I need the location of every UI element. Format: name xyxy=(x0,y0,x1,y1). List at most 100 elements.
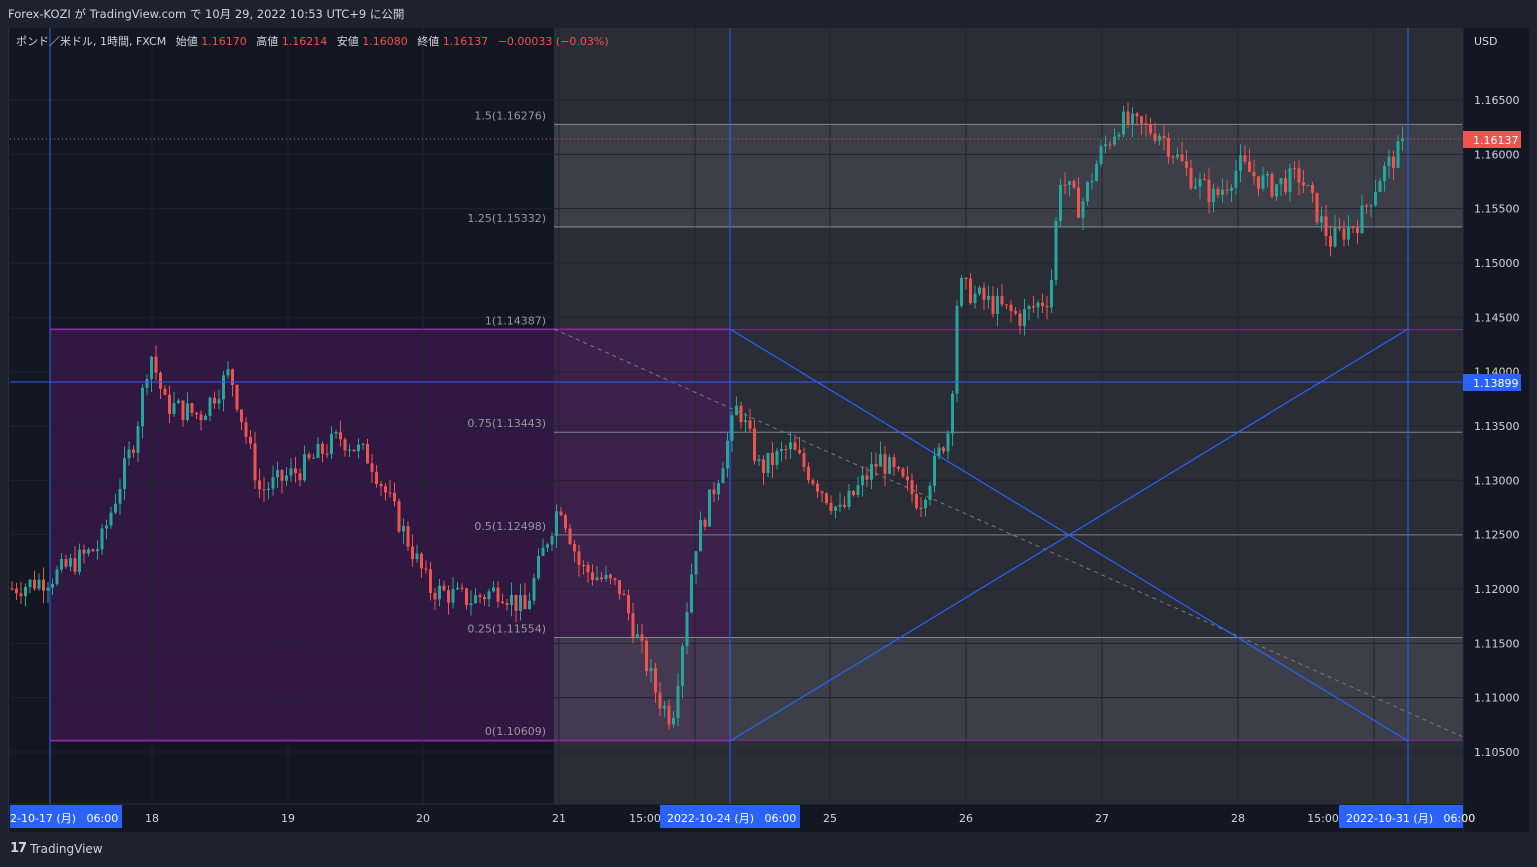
candle-body xyxy=(1072,181,1076,188)
legend-change: −0.00033 (−0.03%) xyxy=(498,35,609,48)
candle-body xyxy=(415,553,419,560)
candle-body xyxy=(924,500,927,509)
candle-body xyxy=(879,454,882,467)
candle-body xyxy=(811,480,815,484)
candle-body xyxy=(681,646,684,686)
candle-body xyxy=(1234,170,1238,188)
fib-level-label: 1(1.14387) xyxy=(485,315,546,328)
candle-body xyxy=(424,568,428,570)
legend-high-label: 高値 xyxy=(256,34,278,48)
candle-body xyxy=(897,466,900,469)
candle-body xyxy=(1081,201,1085,218)
candle-body xyxy=(168,394,171,414)
candle-body xyxy=(312,457,315,459)
candle-body xyxy=(366,443,369,464)
candle-body xyxy=(87,549,90,554)
candle-body xyxy=(64,559,68,567)
candle-body xyxy=(487,591,491,600)
candle-body xyxy=(559,511,563,516)
candle-body xyxy=(856,485,860,496)
legend-close-value: 1.16137 xyxy=(443,35,489,48)
candle-body xyxy=(1018,313,1022,326)
candle-body xyxy=(514,594,518,611)
candle-body xyxy=(1333,227,1337,247)
candle-body xyxy=(1122,111,1125,135)
candle-body xyxy=(361,443,365,445)
brand-label: TradingView xyxy=(30,841,103,856)
time-tick: 20 xyxy=(416,812,430,825)
candle-body xyxy=(1063,184,1067,186)
candle-body xyxy=(712,489,716,495)
candle-body xyxy=(78,549,81,572)
candle-body xyxy=(1144,123,1148,125)
candle-body xyxy=(1342,228,1346,240)
candle-body xyxy=(528,600,531,610)
candle-body xyxy=(928,485,932,501)
candle-body xyxy=(406,526,410,547)
tradingview-logo[interactable]: 17 TradingView xyxy=(10,841,103,856)
currency-label: USD xyxy=(1474,35,1498,48)
candle-body xyxy=(829,503,833,511)
candle-body xyxy=(906,476,909,481)
dashed-trend-line[interactable] xyxy=(553,328,1464,738)
candle-body xyxy=(352,449,356,452)
candle-body xyxy=(744,420,747,423)
ascending-line[interactable] xyxy=(729,328,1409,742)
candle-body xyxy=(321,443,324,454)
candle-body xyxy=(1090,181,1094,183)
candle-body xyxy=(1158,136,1161,141)
candle-body xyxy=(37,579,41,589)
time-badge-left: 2-10-17 (月) 06:00 xyxy=(10,812,118,825)
candle-body xyxy=(1027,306,1031,310)
candle-body xyxy=(1099,146,1103,165)
candle-body xyxy=(550,535,554,545)
candle-body xyxy=(1032,306,1035,308)
candle-body xyxy=(780,449,783,451)
candle-body xyxy=(874,464,878,467)
price-axis[interactable] xyxy=(1463,28,1529,832)
candle-body xyxy=(411,546,414,560)
candle-body xyxy=(883,454,887,474)
candle-body xyxy=(969,278,972,304)
candle-body xyxy=(766,452,770,473)
time-tick: 27 xyxy=(1095,812,1109,825)
candle-body xyxy=(964,278,968,280)
candle-body xyxy=(123,458,126,489)
candle-body xyxy=(1149,124,1152,134)
last-price-badge-bg xyxy=(1463,131,1521,148)
candle-body xyxy=(1207,179,1211,203)
candle-body xyxy=(631,613,635,638)
candle-body xyxy=(343,439,347,451)
fib-extension[interactable]: 1.5(1.16276) 1.25(1.15332) 1(1.14387) 0.75(… xyxy=(50,109,1463,741)
candle-body xyxy=(757,459,761,461)
candle-body xyxy=(1216,188,1220,195)
tradingview-icon: 17 xyxy=(10,841,27,856)
candle-body xyxy=(582,564,585,566)
candle-body xyxy=(919,507,923,509)
candle-body xyxy=(802,453,806,467)
candle-body xyxy=(1266,174,1269,176)
candle-body xyxy=(96,549,99,552)
price-tick: 1.14500 xyxy=(1474,311,1520,324)
candle-body xyxy=(978,287,981,294)
crosshair-price-badge: 1.13899 xyxy=(1473,377,1519,390)
legend-low-label: 安値 xyxy=(337,34,359,48)
candle-body xyxy=(685,612,689,647)
candle-body xyxy=(798,449,801,454)
candle-body xyxy=(1401,138,1404,142)
candle-body xyxy=(1180,154,1184,162)
legend-close-label: 終値 xyxy=(417,34,439,48)
candle-body xyxy=(397,501,401,532)
candle-body xyxy=(942,447,945,452)
candle-body xyxy=(843,504,846,507)
fib-level-label: 0(1.10609) xyxy=(485,725,546,738)
candle-body xyxy=(523,594,527,610)
candle-body xyxy=(10,588,14,590)
candle-body xyxy=(213,397,216,404)
candle-body xyxy=(1194,186,1197,189)
price-tick: 1.16500 xyxy=(1474,94,1520,107)
candle-body xyxy=(663,705,666,709)
candle-body xyxy=(1050,279,1053,308)
publish-line: Forex-KOZI が TradingView.com で 10月 29, 2… xyxy=(8,7,405,21)
